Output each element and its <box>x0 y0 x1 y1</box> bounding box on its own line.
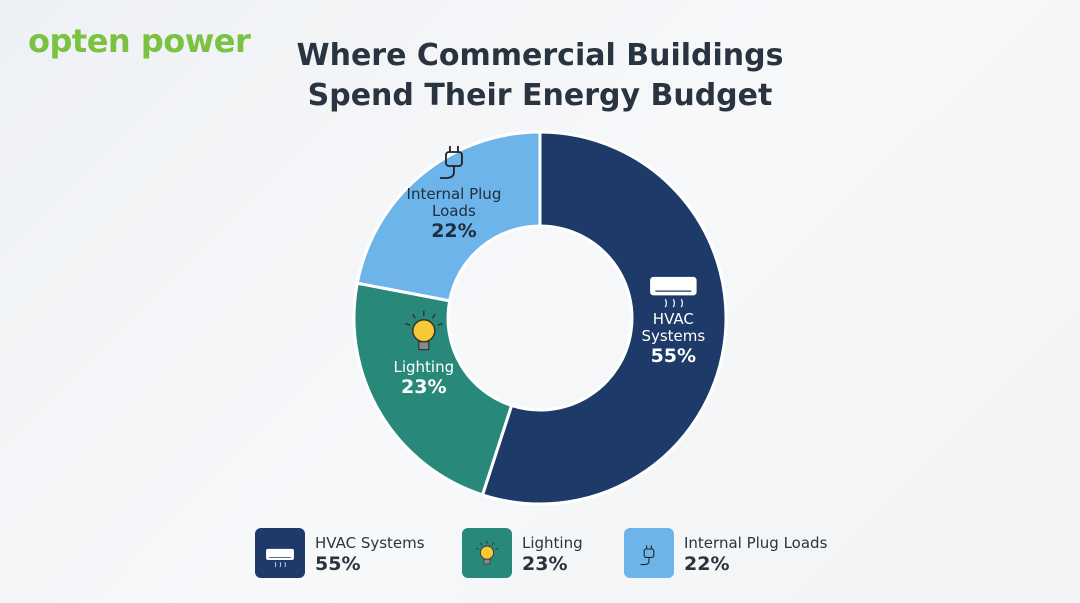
slice-name: HVAC Systems <box>641 310 706 346</box>
icon <box>640 545 655 566</box>
icon-shape <box>404 322 411 326</box>
slice-label: Internal Plug Loads 22% <box>394 184 514 242</box>
icon-shape <box>411 313 416 319</box>
slice-value: 55% <box>650 345 697 368</box>
icon-shape <box>479 545 495 560</box>
icon <box>648 275 699 308</box>
logo: opten power <box>28 22 251 60</box>
legend-value: 22% <box>684 553 730 575</box>
icon-shape <box>437 322 443 326</box>
slice-name: Lighting <box>393 357 455 376</box>
icon <box>439 145 463 179</box>
icon-shape <box>475 547 479 550</box>
icon-shape <box>279 562 281 568</box>
slice-label: Lighting 23% <box>364 357 484 398</box>
icon-shape <box>431 313 436 319</box>
legend-label: Internal Plug Loads <box>684 534 828 552</box>
icon <box>265 547 295 568</box>
legend-swatch <box>624 528 674 578</box>
icon-shape <box>274 562 277 568</box>
icon-shape <box>479 542 483 546</box>
legend-label: Lighting <box>522 534 583 552</box>
slice-name: Internal Plug Loads <box>406 184 502 220</box>
slice-value: 22% <box>431 219 477 242</box>
icon-shape <box>672 298 675 308</box>
legend-swatch <box>255 528 305 578</box>
icon-shape <box>284 562 286 568</box>
icon-shape <box>491 542 495 546</box>
icon-shape <box>412 318 436 343</box>
legend-value: 23% <box>522 553 568 575</box>
icon <box>404 310 443 351</box>
icon-shape <box>495 547 499 550</box>
slice-value: 23% <box>401 375 447 398</box>
icon-shape <box>483 558 491 565</box>
legend-swatch-box <box>624 528 674 578</box>
icon-shape <box>640 557 650 566</box>
icon <box>475 540 499 565</box>
chart-title: Where Commercial Buildings Spend Their E… <box>296 38 784 113</box>
icon-shape <box>648 275 699 297</box>
legend-value: 55% <box>315 553 361 575</box>
legend-swatch <box>462 528 512 578</box>
icon-shape <box>680 298 683 308</box>
slice <box>355 130 542 303</box>
slice <box>480 130 728 506</box>
icon-shape <box>418 341 430 351</box>
icon-shape <box>439 165 455 179</box>
slice-label: HVAC Systems 55% <box>628 310 718 368</box>
legend-label: HVAC Systems <box>315 534 425 552</box>
slice <box>352 281 514 497</box>
icon-shape <box>664 298 667 308</box>
icon-shape <box>265 547 295 561</box>
